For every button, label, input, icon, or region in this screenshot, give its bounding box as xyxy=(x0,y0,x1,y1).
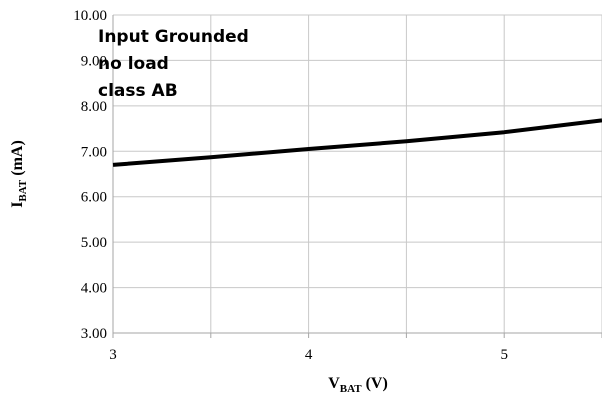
x-axis-title: VBAT (V) xyxy=(328,375,388,395)
series-line-0 xyxy=(112,118,602,167)
y-tick-label: 8.00 xyxy=(81,99,107,115)
x-tick-label: 3 xyxy=(109,347,117,363)
x-tick-label: 5 xyxy=(500,347,508,363)
y-tick-label: 9.00 xyxy=(81,53,107,69)
y-axis-title: IBAT (mA) xyxy=(9,140,29,208)
annotation-line-1: Input Grounded xyxy=(98,27,249,47)
grid xyxy=(112,14,602,334)
y-tick-label: 7.00 xyxy=(81,144,107,160)
x-axis-title-main: V xyxy=(328,375,340,392)
y-axis-title-main: I xyxy=(9,202,26,208)
annotation-line-3: class AB xyxy=(98,81,178,101)
x-tick-label: 4 xyxy=(305,347,313,363)
x-axis-title-unit: (V) xyxy=(362,375,388,392)
plot-frame xyxy=(112,15,602,338)
y-tick-label: 5.00 xyxy=(81,235,107,251)
y-tick-label: 3.00 xyxy=(81,326,107,342)
x-axis-title-sub: BAT xyxy=(340,383,362,395)
y-axis-title-sub: BAT xyxy=(17,179,29,201)
y-tick-label: 4.00 xyxy=(81,281,107,297)
annotations: Input Grounded no load class AB xyxy=(98,27,249,101)
series-layer xyxy=(112,118,602,167)
y-tick-labels: 3.00 4.00 5.00 6.00 7.00 8.00 9.00 10.00 xyxy=(73,8,107,342)
y-axis-title-unit: (mA) xyxy=(9,140,26,180)
y-tick-label: 10.00 xyxy=(73,8,107,24)
annotation-line-2: no load xyxy=(98,54,169,74)
x-tick-labels: 3 4 5 xyxy=(109,347,508,363)
y-tick-label: 6.00 xyxy=(81,190,107,206)
